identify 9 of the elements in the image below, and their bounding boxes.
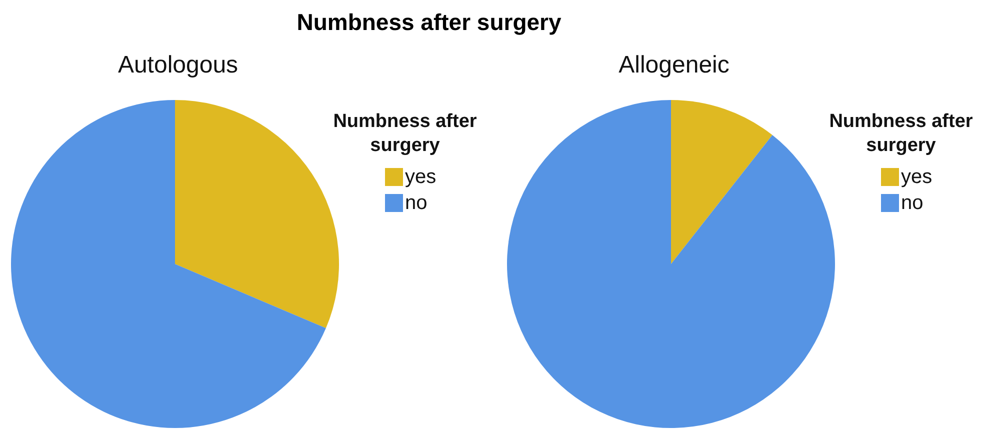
legend-label: yes: [901, 166, 932, 188]
legend-label: no: [405, 192, 428, 214]
legend-label: yes: [405, 166, 436, 188]
chart-title: Numbness after surgery: [296, 8, 562, 37]
chart-subtitle: Autologous: [118, 52, 238, 78]
legend-title: Numbness after surgery: [828, 110, 974, 158]
legend-title: Numbness after surgery: [332, 110, 478, 158]
legend-label: no: [901, 192, 924, 214]
chart-subtitle: Allogeneic: [618, 52, 730, 78]
